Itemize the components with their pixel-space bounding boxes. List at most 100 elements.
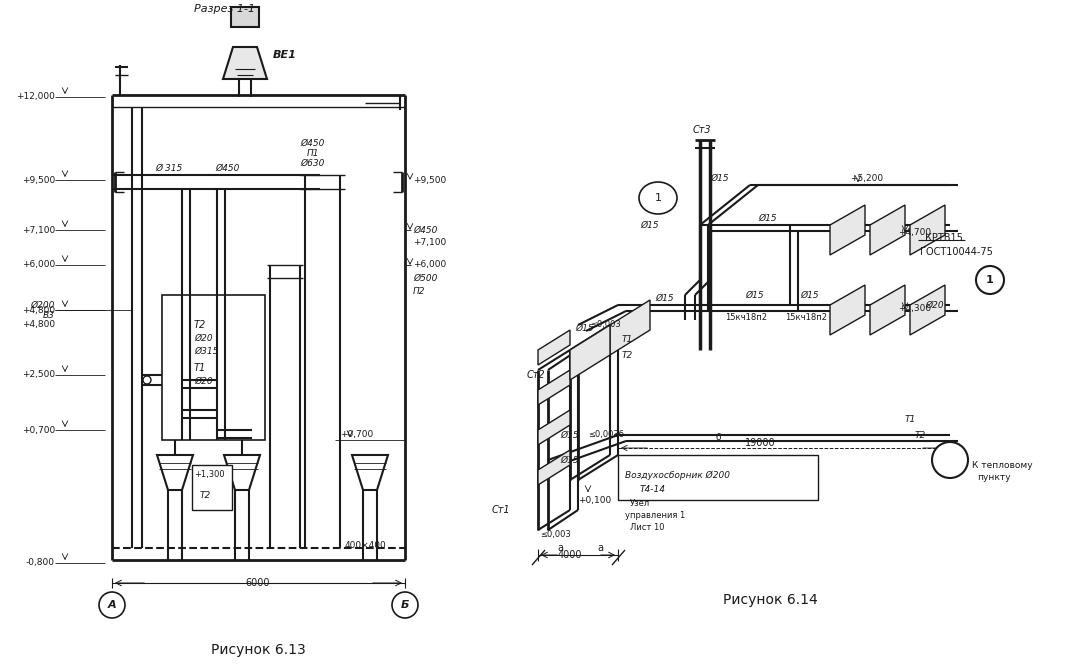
Text: -0,800: -0,800 (26, 559, 55, 567)
Text: Ø15: Ø15 (575, 324, 593, 332)
Text: +0,700: +0,700 (21, 425, 55, 434)
Text: б: б (715, 434, 721, 442)
Polygon shape (538, 410, 570, 445)
Text: Ø20: Ø20 (925, 300, 944, 310)
Text: а: а (557, 543, 563, 553)
Text: 6000: 6000 (245, 578, 270, 588)
Polygon shape (870, 285, 905, 335)
Text: 15кч18п2: 15кч18п2 (725, 314, 767, 322)
Polygon shape (830, 285, 865, 335)
Text: +0,700: +0,700 (340, 430, 374, 440)
Text: Б: Б (401, 600, 409, 610)
Text: Разрез 1-1: Разрез 1-1 (195, 4, 256, 14)
Ellipse shape (639, 182, 677, 214)
Circle shape (976, 266, 1004, 294)
Text: П2: П2 (413, 286, 425, 296)
Text: 1: 1 (654, 193, 662, 203)
Text: Ø200: Ø200 (31, 300, 55, 310)
Circle shape (932, 442, 968, 478)
Text: а: а (597, 543, 603, 553)
Text: П1: П1 (307, 149, 319, 157)
Text: +7,100: +7,100 (413, 237, 447, 246)
Text: Ст2: Ст2 (526, 370, 545, 380)
Text: Т2: Т2 (200, 490, 211, 500)
Bar (192, 465, 232, 510)
Text: +4,700: +4,700 (897, 227, 931, 237)
Text: Ст3: Ст3 (693, 125, 711, 135)
Text: Ø450: Ø450 (300, 138, 325, 147)
Text: Ст1: Ст1 (492, 505, 510, 515)
Text: Т2: Т2 (194, 320, 207, 330)
Text: +5,200: +5,200 (850, 173, 884, 183)
Text: Ø20: Ø20 (194, 377, 213, 385)
Text: Т4-14: Т4-14 (640, 486, 666, 494)
Text: Т1: Т1 (905, 415, 917, 425)
Text: +0,100: +0,100 (578, 496, 612, 504)
Text: Ø15: Ø15 (758, 213, 776, 223)
Text: Ø450: Ø450 (413, 225, 437, 235)
Polygon shape (223, 47, 267, 79)
Text: Ø315: Ø315 (194, 347, 218, 355)
Polygon shape (910, 285, 945, 335)
Text: Ø15: Ø15 (560, 430, 578, 440)
Text: ВЕ1: ВЕ1 (273, 50, 297, 60)
Text: +1,300: +1,300 (194, 470, 225, 480)
Text: В3: В3 (43, 310, 55, 320)
Text: 15кч18п2: 15кч18п2 (785, 314, 827, 322)
Text: Ø450: Ø450 (215, 164, 240, 173)
Text: управления 1: управления 1 (625, 510, 685, 520)
Text: +4,800: +4,800 (21, 320, 55, 330)
Circle shape (99, 592, 125, 618)
Text: Ø15: Ø15 (800, 290, 818, 300)
Text: +6,000: +6,000 (413, 260, 447, 270)
Bar (231, 7, 259, 27)
Circle shape (392, 592, 418, 618)
Polygon shape (570, 325, 610, 380)
Text: Узел: Узел (630, 498, 650, 508)
Text: Ø15: Ø15 (640, 221, 659, 229)
Polygon shape (538, 330, 570, 365)
Text: Ø20: Ø20 (194, 334, 213, 343)
Text: Ø15: Ø15 (560, 456, 578, 464)
Text: +6,000: +6,000 (21, 260, 55, 270)
Text: ≤0,003б: ≤0,003б (588, 430, 624, 440)
Text: +12,000: +12,000 (16, 92, 55, 102)
Text: Ø15: Ø15 (710, 173, 728, 183)
Text: 1: 1 (986, 275, 994, 285)
Text: ГОСТ10044-75: ГОСТ10044-75 (920, 247, 993, 257)
Polygon shape (830, 205, 865, 255)
Text: 19000: 19000 (744, 438, 775, 448)
Text: 400×400: 400×400 (345, 541, 387, 549)
Text: +4,800: +4,800 (21, 306, 55, 314)
Text: Воздухосборник Ø200: Воздухосборник Ø200 (625, 470, 730, 480)
Text: К тепловому: К тепловому (972, 460, 1032, 470)
Text: +7,100: +7,100 (21, 225, 55, 235)
Polygon shape (610, 300, 650, 355)
Text: Ø15: Ø15 (655, 294, 674, 302)
Text: ≤0,003: ≤0,003 (540, 531, 571, 539)
Text: А: А (108, 600, 117, 610)
Text: +2,500: +2,500 (21, 371, 55, 379)
Text: +9,500: +9,500 (413, 175, 447, 185)
Text: Ø15: Ø15 (745, 290, 764, 300)
Text: Рисунок 6.13: Рисунок 6.13 (211, 643, 305, 657)
Text: Рисунок 6.14: Рисунок 6.14 (723, 593, 817, 607)
Text: 4000: 4000 (558, 550, 583, 560)
Text: пункту: пункту (977, 474, 1011, 482)
Text: Т2: Т2 (915, 430, 926, 440)
Bar (162, 295, 265, 440)
Circle shape (144, 376, 151, 384)
Text: Ø630: Ø630 (300, 159, 325, 167)
Text: ≤0,003: ≤0,003 (590, 320, 621, 330)
Text: +4,300: +4,300 (897, 304, 931, 312)
Polygon shape (870, 205, 905, 255)
Text: Т2: Т2 (622, 351, 633, 359)
Text: Т1: Т1 (194, 363, 207, 373)
Text: Лист 10: Лист 10 (630, 522, 664, 531)
Polygon shape (910, 205, 945, 255)
Text: КРТВ15: КРТВ15 (925, 233, 963, 243)
Text: +9,500: +9,500 (21, 175, 55, 185)
Text: Ø500: Ø500 (413, 274, 437, 282)
Text: Ø 315: Ø 315 (155, 164, 182, 173)
Text: Т1: Т1 (622, 335, 633, 345)
